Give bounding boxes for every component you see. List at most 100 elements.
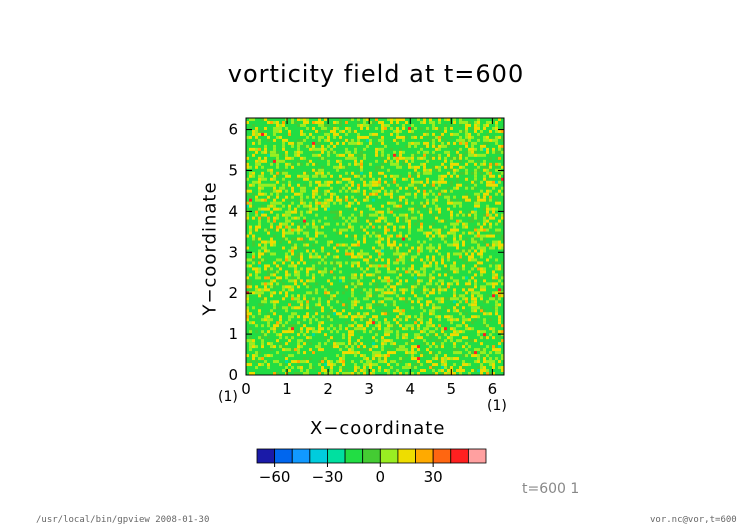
field-cell [489,174,492,178]
field-cell [285,153,288,157]
field-cell [417,372,420,375]
field-cell [417,171,420,175]
field-cell [303,222,306,226]
field-cell [282,204,285,208]
field-cell [438,138,441,142]
field-cell [471,237,474,241]
field-cell [357,153,360,157]
field-cell [486,372,489,375]
field-cell [285,213,288,217]
field-cell [330,270,333,274]
field-cell [474,192,477,196]
field-cell [411,264,414,268]
field-cell [399,318,402,322]
field-cell [375,339,378,343]
field-cell [246,294,249,298]
field-cell [411,129,414,133]
field-cell [501,282,504,286]
field-cell [288,207,291,211]
field-cell [438,156,441,160]
field-cell [447,252,450,256]
field-cell [408,324,411,328]
field-cell [378,138,381,142]
field-cell [375,165,378,169]
field-cell [432,357,435,361]
field-cell [429,330,432,334]
field-cell [267,150,270,154]
field-cell [330,174,333,178]
field-cell [432,354,435,358]
field-cell [396,162,399,166]
field-cell [312,237,315,241]
field-cell [462,345,465,349]
field-cell [285,138,288,142]
field-cell [435,285,438,289]
field-cell [345,138,348,142]
field-cell [300,330,303,334]
field-cell [252,291,255,295]
field-cell [435,297,438,301]
field-cell [396,129,399,133]
field-cell [372,357,375,361]
field-cell [351,141,354,145]
field-cell [351,330,354,334]
field-cell [396,276,399,280]
field-cell [444,150,447,154]
field-cell [423,165,426,169]
field-cell [318,147,321,151]
field-cell [498,189,501,193]
field-cell [348,351,351,355]
field-cell [282,231,285,235]
field-cell [441,300,444,304]
field-cell [486,213,489,217]
field-cell [450,282,453,286]
field-cell [372,261,375,265]
field-cell [309,210,312,214]
field-cell [303,216,306,220]
field-cell [291,261,294,265]
field-cell [339,279,342,283]
field-cell [258,180,261,184]
field-cell [465,198,468,202]
field-cell [372,294,375,298]
field-cell [354,219,357,223]
field-cell [483,222,486,226]
field-cell [315,171,318,175]
field-cell [393,201,396,205]
field-cell [273,360,276,364]
field-cell [474,258,477,262]
field-cell [420,222,423,226]
field-cell [294,270,297,274]
field-cell [318,324,321,328]
field-cell [258,138,261,142]
field-cell [390,351,393,355]
field-cell [417,327,420,331]
field-cell [390,282,393,286]
field-cell [264,156,267,160]
field-cell [456,267,459,271]
field-cell [312,135,315,139]
field-cell [246,315,249,319]
field-cell [501,213,504,217]
field-cell [336,222,339,226]
field-cell [486,345,489,349]
field-cell [453,348,456,352]
field-cell [498,129,501,133]
field-cell [246,210,249,214]
field-cell [414,282,417,286]
field-cell [351,342,354,346]
field-cell [438,339,441,343]
field-cell [276,120,279,124]
field-cell [474,339,477,343]
field-cell [339,369,342,373]
field-cell [420,249,423,253]
field-cell [252,237,255,241]
field-cell [324,198,327,202]
field-cell [300,132,303,136]
field-cell [471,339,474,343]
field-cell [369,180,372,184]
field-cell [363,180,366,184]
field-cell [402,267,405,271]
field-cell [423,162,426,166]
colorbar-cells [256,448,487,464]
